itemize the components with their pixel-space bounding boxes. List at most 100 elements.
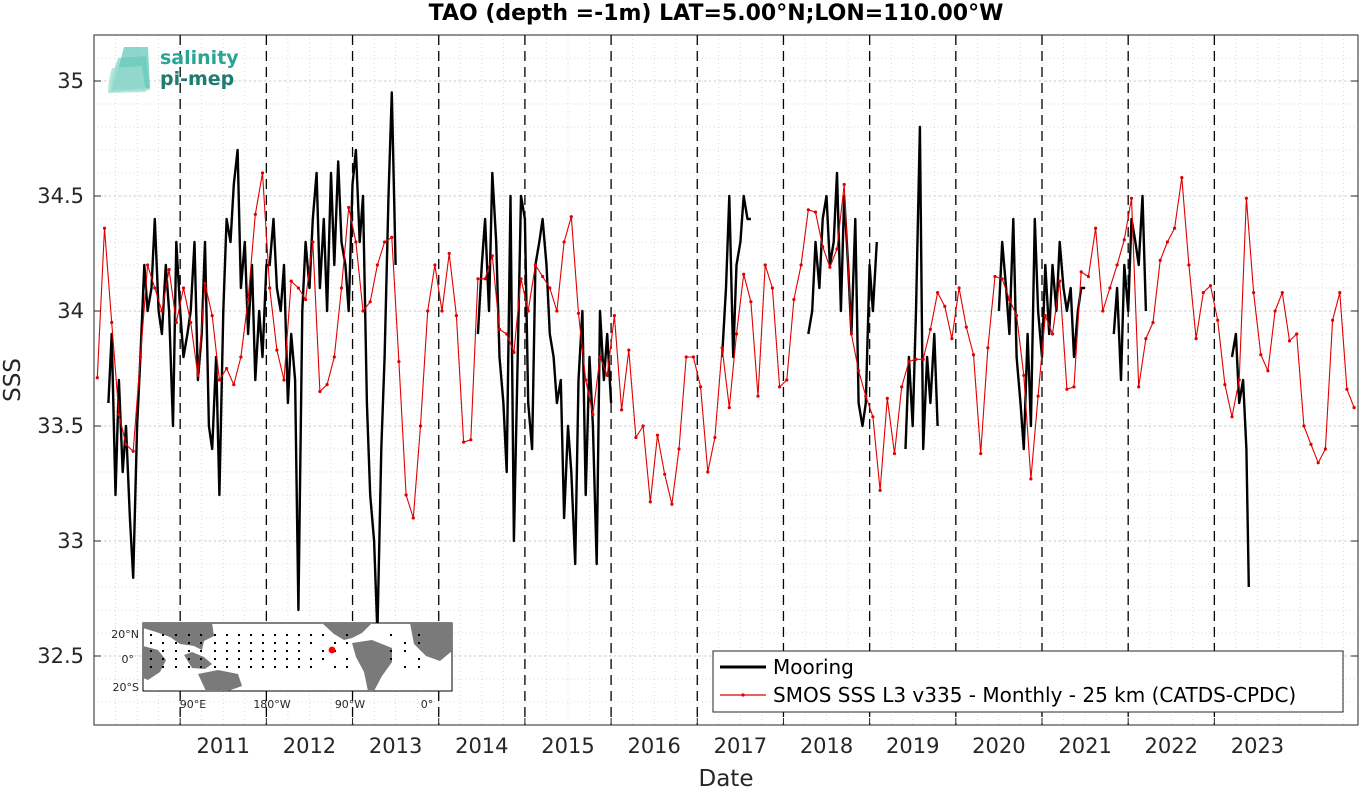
data-point-smos bbox=[1173, 226, 1177, 230]
data-point-smos bbox=[454, 314, 458, 318]
inset-map-lon-label-90w: 90°W bbox=[335, 698, 365, 711]
data-point-smos bbox=[1072, 385, 1076, 389]
series-line-mooring bbox=[1112, 194, 1148, 382]
data-point-smos bbox=[1101, 309, 1105, 313]
inset-map-buoy-dot bbox=[188, 642, 190, 644]
data-point-smos bbox=[1201, 291, 1205, 295]
inset-map-buoy-dot bbox=[238, 658, 240, 660]
series-line-mooring bbox=[107, 91, 397, 635]
plot-area bbox=[93, 34, 1359, 726]
data-point-smos bbox=[1237, 378, 1241, 382]
data-point-smos bbox=[383, 240, 387, 244]
data-point-smos bbox=[770, 286, 775, 290]
inset-map-buoy-dot bbox=[214, 658, 216, 660]
data-point-smos bbox=[1000, 277, 1004, 281]
data-point-smos bbox=[483, 277, 487, 281]
inset-map-buoy-dot bbox=[250, 634, 252, 636]
data-point-smos bbox=[1295, 332, 1299, 336]
inset-map-buoy-dot bbox=[226, 650, 228, 652]
data-point-smos bbox=[612, 314, 617, 318]
data-point-smos bbox=[1309, 442, 1313, 446]
y-tick-label: 33 bbox=[57, 529, 84, 553]
inset-map-buoys bbox=[150, 634, 420, 668]
data-point-smos bbox=[1194, 337, 1198, 341]
data-point-smos bbox=[332, 355, 336, 359]
data-point-smos bbox=[189, 320, 193, 325]
logo-waves-icon bbox=[108, 47, 150, 93]
inset-map-buoy-dot bbox=[150, 650, 152, 652]
legend-marker-smos bbox=[741, 693, 745, 697]
y-tick-label: 32.5 bbox=[37, 644, 84, 668]
data-point-smos bbox=[734, 332, 739, 336]
data-point-smos bbox=[986, 346, 990, 350]
data-point-smos bbox=[864, 394, 868, 398]
inset-map-buoy-dot bbox=[310, 642, 312, 644]
inset-map-buoy-dot bbox=[226, 634, 228, 636]
x-tick-label: 2023 bbox=[1231, 734, 1284, 758]
data-point-smos bbox=[648, 500, 652, 504]
data-point-smos bbox=[1187, 263, 1191, 267]
inset-map-buoy-dot bbox=[390, 634, 392, 636]
inset-map-lon-label-90e: 90°E bbox=[180, 698, 206, 711]
data-point-smos bbox=[950, 337, 954, 341]
data-point-smos bbox=[181, 286, 186, 290]
mooring-location-marker bbox=[328, 646, 336, 654]
inset-map-buoy-dot bbox=[322, 634, 324, 636]
data-point-smos bbox=[232, 383, 236, 387]
data-point-smos bbox=[289, 279, 293, 283]
data-point-smos bbox=[706, 470, 710, 474]
data-point-smos bbox=[1338, 291, 1342, 295]
inset-map-buoy-dot bbox=[250, 642, 252, 644]
data-point-smos bbox=[813, 210, 818, 214]
inset-map-buoy-dot bbox=[162, 642, 164, 644]
legend: Mooring SMOS SSS L3 v335 - Monthly - 25 … bbox=[712, 650, 1344, 713]
inset-map-lat-label-equator: 0° bbox=[122, 653, 135, 666]
data-point-smos bbox=[598, 355, 602, 359]
data-point-smos bbox=[691, 355, 696, 359]
inset-map-buoy-dot bbox=[200, 658, 202, 660]
data-point-smos bbox=[713, 435, 717, 440]
data-point-smos bbox=[533, 263, 538, 267]
inset-map-buoy-dot bbox=[150, 658, 152, 660]
inset-map-buoy-dot bbox=[274, 666, 276, 668]
data-point-smos bbox=[806, 208, 810, 212]
data-point-smos bbox=[160, 309, 164, 313]
data-point-smos bbox=[1287, 339, 1292, 343]
data-point-smos bbox=[131, 449, 135, 453]
inset-map: 20°N 0° 20°S 90°E 180°W 90°W 0° bbox=[111, 622, 453, 711]
data-point-smos bbox=[670, 502, 674, 506]
x-tick-label: 2012 bbox=[283, 734, 336, 758]
data-point-smos bbox=[117, 412, 121, 417]
data-point-smos bbox=[677, 447, 681, 451]
inset-map-land-north-america bbox=[322, 623, 372, 640]
inset-map-buoy-dot bbox=[298, 642, 300, 644]
data-point-smos bbox=[1259, 353, 1263, 357]
data-point-smos bbox=[1015, 314, 1019, 318]
data-point-smos bbox=[95, 376, 99, 380]
data-point-smos bbox=[749, 300, 753, 304]
data-point-smos bbox=[339, 286, 344, 290]
inset-map-buoy-dot bbox=[250, 658, 252, 660]
data-point-smos bbox=[275, 348, 279, 352]
series-line-mooring bbox=[476, 171, 613, 566]
data-point-smos bbox=[1007, 297, 1012, 302]
inset-map-buoy-dot bbox=[298, 666, 300, 668]
data-point-smos bbox=[447, 251, 451, 256]
inset-map-buoy-dot bbox=[404, 650, 406, 652]
y-tick-label: 35 bbox=[57, 69, 84, 93]
data-point-smos bbox=[871, 415, 875, 419]
legend-box bbox=[712, 650, 1344, 713]
logo-text-line2: pi-mep bbox=[160, 68, 234, 90]
data-point-smos bbox=[440, 309, 444, 313]
inset-map-lon-label-0: 0° bbox=[421, 698, 434, 711]
data-point-smos bbox=[785, 378, 789, 382]
inset-map-buoy-dot bbox=[200, 666, 202, 668]
data-point-smos bbox=[605, 373, 609, 377]
data-point-smos bbox=[1050, 332, 1055, 336]
data-point-smos bbox=[418, 424, 423, 428]
inset-map-buoy-dot bbox=[310, 658, 312, 660]
data-point-smos bbox=[282, 378, 286, 382]
data-point-smos bbox=[727, 406, 731, 410]
data-point-smos bbox=[828, 265, 832, 269]
data-point-smos bbox=[971, 353, 976, 357]
